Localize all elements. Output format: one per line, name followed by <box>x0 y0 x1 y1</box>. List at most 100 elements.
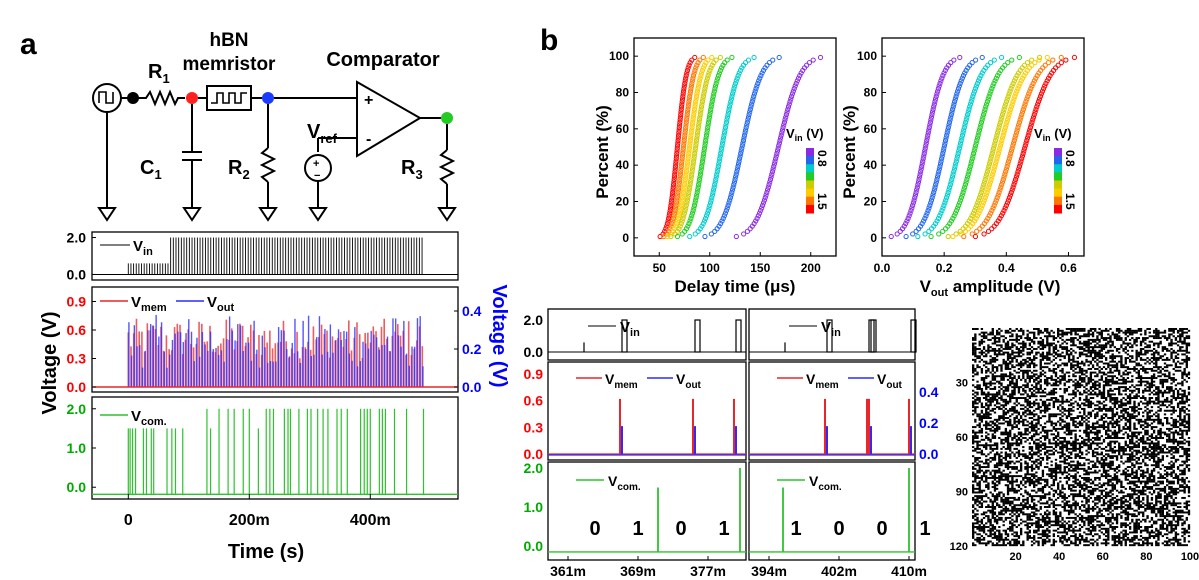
bitmap-cell <box>974 337 977 340</box>
bitmap-cell <box>972 389 975 392</box>
bitmap-cell <box>1157 333 1160 336</box>
bitmap-cell <box>1013 393 1016 396</box>
bitmap-cell <box>1059 344 1062 347</box>
cdf-point <box>677 114 684 120</box>
zoom-vin-ytick-label: 2.0 <box>524 312 544 328</box>
bitmap-cell <box>1078 351 1082 354</box>
bitmap-cell <box>1063 387 1066 390</box>
bitmap-cell <box>1113 382 1117 385</box>
bitmap-cell <box>1004 431 1008 434</box>
cdf-point <box>713 57 719 63</box>
bitmap-cell <box>1072 364 1075 367</box>
bitmap-cell <box>1115 407 1119 410</box>
bitmap-cell <box>1019 360 1023 363</box>
bitmap-cell <box>1052 342 1055 345</box>
bitmap-cell <box>1026 409 1029 412</box>
cdf-point <box>680 215 686 221</box>
bitmap-cell <box>1179 382 1182 385</box>
bitmap-cell <box>978 340 981 343</box>
bitmap-cell <box>1011 438 1014 441</box>
cdf-point <box>1008 104 1015 110</box>
bitmap-cell <box>1185 362 1188 365</box>
bitmap-cell <box>1094 380 1097 383</box>
bitmap-cell <box>1115 397 1119 399</box>
bitmap-cell <box>1128 360 1132 363</box>
cdf-point <box>673 153 680 159</box>
bitmap-cell <box>1087 389 1090 392</box>
bitmap-cell <box>1063 426 1066 429</box>
cdf-point <box>700 96 706 102</box>
bitmap-cell <box>1076 415 1079 418</box>
bitmap-cell <box>1118 431 1121 434</box>
bitmap-cell <box>1004 387 1008 390</box>
bitmap-cell <box>1124 362 1127 365</box>
bitmap-cell <box>1052 349 1055 352</box>
bitmap-cell <box>1033 402 1036 405</box>
bitmap-cell <box>1072 373 1075 376</box>
cdf-point <box>985 166 991 172</box>
bitmap-cell <box>982 346 986 349</box>
bitmap-cell <box>1113 375 1117 378</box>
bitmap-cell <box>993 360 997 363</box>
bitmap-cell <box>987 333 990 336</box>
bitmap-cell <box>1113 429 1117 432</box>
bitmap-cell <box>1131 409 1134 412</box>
bitmap-cell <box>1089 362 1093 365</box>
bitmap-cell <box>1076 329 1079 332</box>
bitmap-cell <box>1083 333 1086 336</box>
bitmap-cell <box>1011 407 1014 410</box>
cdf-point <box>694 88 701 94</box>
bitmap-cell <box>1004 433 1008 436</box>
bitmap-cell <box>1087 367 1090 370</box>
bitmap-cell <box>1043 442 1047 445</box>
bitmap-cell <box>1187 424 1191 427</box>
bitmap-cell <box>1161 391 1164 394</box>
bitmap-cell <box>1065 417 1069 419</box>
bitmap-cell <box>1126 380 1130 383</box>
bitmap-cell <box>993 378 997 381</box>
cdf-point <box>679 96 686 102</box>
bitmap-cell <box>1076 426 1079 429</box>
bitmap-cell <box>1161 382 1164 385</box>
bitmap-cell <box>1161 335 1164 338</box>
cdf-point <box>737 153 743 159</box>
cdf-point <box>752 88 758 94</box>
bitmap-cell <box>1133 442 1136 445</box>
bitmap-cell <box>1109 338 1112 341</box>
cdf-point <box>1013 132 1019 138</box>
cdf-point <box>770 57 776 63</box>
cdf-point <box>702 143 708 149</box>
bitmap-cell <box>1159 378 1162 381</box>
bitmap-cell <box>974 398 977 401</box>
bitmap-cell <box>1122 377 1125 380</box>
cdf-point <box>676 127 682 133</box>
bitmap-cell <box>987 415 990 418</box>
bitmap-cell <box>1063 438 1066 441</box>
delay-xlabel: Delay time (μs) <box>675 277 796 296</box>
cdf-point <box>944 130 950 136</box>
bitmap-cell <box>1009 371 1012 374</box>
bitmap-cell <box>1085 358 1088 361</box>
bitmap-cell <box>1006 387 1010 390</box>
bitmap-cell <box>1098 328 1101 330</box>
cdf-point <box>925 130 931 136</box>
bitmap-cell <box>1004 427 1008 430</box>
bitmap-cell <box>1115 387 1119 390</box>
bitmap-cell <box>1161 431 1164 434</box>
bitmap-cell <box>1083 429 1086 432</box>
bitmap-cell <box>1111 382 1114 385</box>
bitmap-cell <box>1026 338 1029 341</box>
bitmap-cell <box>1166 398 1169 401</box>
bitmap-cell <box>1009 373 1012 376</box>
bitmap-cell <box>1091 422 1095 425</box>
bitmap-cell <box>993 424 997 427</box>
bitmap-cell <box>1152 335 1156 338</box>
bitmap-cell <box>1161 384 1164 387</box>
bitmap-cell <box>1096 431 1099 434</box>
bitmap-cell <box>1131 435 1134 438</box>
bitmap-cell <box>1087 435 1090 438</box>
bitmap-cell <box>1011 406 1014 409</box>
bitmap-cell <box>1115 420 1119 423</box>
cdf-point <box>1022 143 1028 149</box>
bitmap-cell <box>1131 380 1134 383</box>
